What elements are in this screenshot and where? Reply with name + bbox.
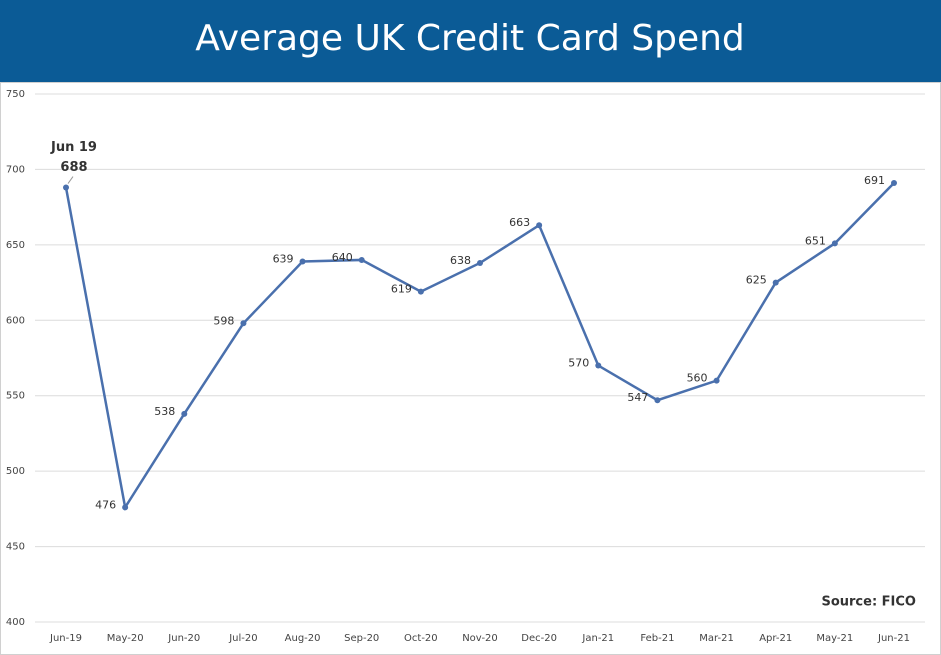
header-bar <box>0 0 941 82</box>
point <box>772 279 779 286</box>
point <box>831 240 838 247</box>
point <box>713 377 720 384</box>
data-label: 598 <box>213 314 234 327</box>
data-label: 570 <box>568 357 589 370</box>
data-label: 625 <box>746 274 767 287</box>
x-tick-label: May-20 <box>107 633 144 644</box>
point <box>536 222 543 229</box>
point <box>63 184 69 191</box>
line <box>64 182 895 511</box>
data-label: 688 <box>60 160 87 175</box>
y-tick-label: 550 <box>6 391 25 402</box>
point <box>122 504 129 511</box>
point <box>358 256 365 263</box>
source-note: Source: FICO <box>821 595 916 610</box>
data-label: 619 <box>391 283 412 296</box>
y-tick-label: 750 <box>6 89 25 100</box>
x-tick-label: Oct-20 <box>404 633 438 644</box>
x-tick-label: Jun-21 <box>877 633 910 644</box>
x-tick-label: Jun-19 <box>49 633 82 644</box>
point <box>595 362 602 369</box>
x-tick-label: Mar-21 <box>699 633 734 644</box>
point <box>299 258 306 265</box>
data-label: 560 <box>687 372 708 385</box>
y-tick-label: 600 <box>6 315 25 326</box>
x-tick-label: Apr-21 <box>759 633 792 644</box>
data-label: 691 <box>864 174 885 187</box>
chart-title: Average UK Credit Card Spend <box>195 18 745 59</box>
leader-line <box>67 176 74 184</box>
data-label: 638 <box>450 254 471 267</box>
point <box>654 397 661 404</box>
point <box>181 410 188 417</box>
point <box>240 320 247 327</box>
x-tick-label: Jul-20 <box>228 633 257 644</box>
data-label: 640 <box>332 251 353 264</box>
x-tick-label: Dec-20 <box>521 633 557 644</box>
data-label: 651 <box>805 234 826 247</box>
y-tick-label: 400 <box>6 617 25 628</box>
point <box>891 180 897 187</box>
x-tick-label: Feb-21 <box>640 633 674 644</box>
y-tick-label: 650 <box>6 240 25 251</box>
y-tick-label: 700 <box>6 164 25 175</box>
x-tick-label: Jan-21 <box>581 633 614 644</box>
data-label: 538 <box>154 405 175 418</box>
y-tick-label: 500 <box>6 466 25 477</box>
data-label: 547 <box>627 391 648 404</box>
data-label: 476 <box>95 498 116 511</box>
point <box>477 259 483 266</box>
x-tick-label: Aug-20 <box>285 633 321 644</box>
point <box>417 288 424 295</box>
x-tick-label: Nov-20 <box>462 633 498 644</box>
data-label: 663 <box>509 216 530 229</box>
data-label: 639 <box>273 252 294 265</box>
y-tick-label: 450 <box>6 542 25 553</box>
chart-border <box>0 82 941 655</box>
x-tick-label: May-21 <box>816 633 853 644</box>
annotation: Jun 19 <box>50 140 97 155</box>
x-tick-label: Jun-20 <box>167 633 200 644</box>
x-tick-label: Sep-20 <box>344 633 379 644</box>
